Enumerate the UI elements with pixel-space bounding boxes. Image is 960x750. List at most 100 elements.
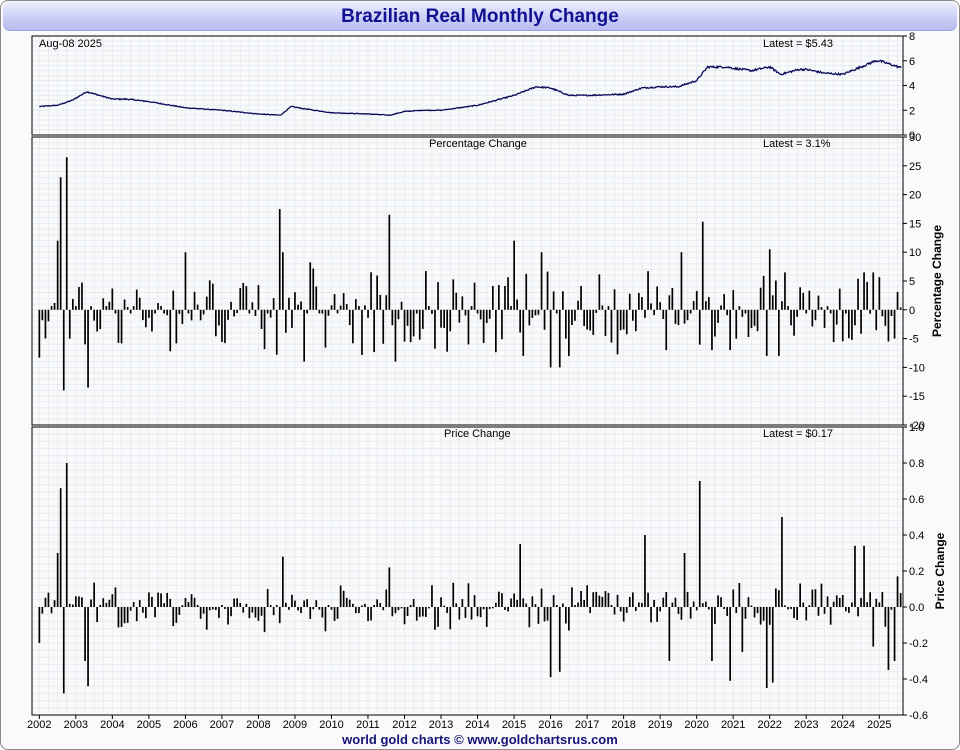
x-tick-label: 2011: [356, 719, 380, 731]
pct-bar: [893, 309, 896, 339]
price-change-bar: [212, 607, 214, 610]
y-tick-label: 5: [909, 276, 915, 288]
price-change-bar: [589, 607, 591, 614]
price-change-bar: [775, 588, 777, 607]
y-tick-label: 25: [909, 161, 921, 173]
price-change-bar: [56, 553, 59, 607]
price-change-bar: [552, 595, 555, 607]
price-change-bar: [123, 607, 126, 624]
pct-bar: [333, 294, 336, 310]
price-change-bar: [531, 596, 534, 607]
pct-bar: [610, 309, 613, 343]
price-change-bar: [872, 607, 875, 647]
price-change-bar: [635, 607, 637, 611]
pct-bar: [872, 272, 875, 310]
pct-bar: [598, 274, 601, 310]
price-change-bar: [610, 605, 613, 607]
price-change-bar: [708, 607, 710, 610]
pct-bar: [370, 272, 372, 310]
pct-bar: [887, 309, 890, 342]
price-change-bar: [114, 587, 117, 607]
pct-bar: [510, 306, 512, 310]
price-change-bar: [875, 598, 878, 607]
date-label: Aug-08 2025: [39, 38, 102, 50]
pct-bar: [126, 307, 129, 310]
pct-bar: [555, 309, 558, 314]
x-tick-label: 2010: [319, 719, 343, 731]
pct-bar: [266, 309, 269, 314]
price-change-bar: [641, 602, 643, 607]
price-change-bar: [571, 587, 573, 607]
price-change-bar: [595, 591, 598, 607]
price-change-bar: [689, 607, 692, 619]
pct-bar: [342, 293, 345, 310]
price-change-bar: [565, 607, 567, 624]
pct-latest-label: Latest = 3.1%: [763, 138, 831, 150]
pct-bar: [790, 309, 792, 326]
price-change-bar: [428, 607, 430, 609]
price-change-bar: [823, 607, 826, 614]
price-change-bar: [205, 607, 208, 630]
price-change-bar: [208, 607, 211, 611]
pct-bar: [665, 309, 668, 351]
y-tick-label: -5: [909, 334, 919, 346]
x-tick-label: 2016: [538, 719, 562, 731]
x-tick-label: 2002: [27, 719, 51, 731]
price-change-bar: [437, 607, 439, 627]
pct-bar: [485, 309, 488, 323]
pct-bar: [400, 301, 403, 310]
pct-bar: [805, 309, 808, 314]
price-change-bar: [342, 590, 345, 607]
price-change-bar: [546, 607, 549, 621]
pct-bar: [193, 291, 196, 310]
pct-bar: [163, 309, 165, 314]
y-tick-label: 0: [909, 130, 915, 142]
pct-bar: [802, 292, 805, 310]
price-change-bar: [266, 589, 269, 607]
footer-credit: world gold charts © www.goldchartsrus.co…: [342, 732, 618, 747]
price-change-bar: [851, 602, 853, 607]
pct-bar: [233, 309, 235, 317]
pct-bar: [105, 306, 108, 310]
pct-bar: [309, 262, 312, 310]
pct-bar: [53, 303, 56, 310]
pct-bar: [750, 309, 753, 329]
pct-bar: [607, 306, 610, 310]
price-change-bar: [275, 605, 278, 607]
price-change-bar: [148, 592, 150, 607]
price-change-bar: [269, 605, 272, 607]
price-change-bar: [756, 607, 759, 614]
price-change-bar: [817, 607, 820, 616]
price-change-bar: [488, 607, 491, 609]
pct-bar: [534, 309, 537, 316]
y-tick-label: 0.0: [909, 602, 924, 614]
price-change-bar: [504, 607, 506, 610]
price-change-bar: [93, 582, 95, 607]
price-change-bar: [84, 607, 86, 661]
pct-bar: [680, 252, 683, 310]
pct-bar: [470, 306, 473, 310]
pct-bar: [711, 309, 713, 351]
pct-bar: [425, 271, 427, 310]
pct-bar: [799, 287, 801, 310]
y-tick-label: -0.6: [909, 710, 928, 722]
price-change-bar: [394, 607, 397, 614]
price-change-bar: [59, 488, 62, 607]
pct-bar: [428, 306, 430, 310]
pct-bar: [650, 303, 652, 310]
price-change-bar: [233, 598, 235, 607]
pct-bar: [172, 290, 175, 310]
price-change-bar: [829, 607, 832, 625]
price-change-bar: [790, 607, 792, 609]
price-change-bar: [364, 603, 366, 607]
price-change-bar: [781, 517, 783, 607]
pct-bar: [205, 296, 208, 310]
pct-bar: [476, 309, 479, 314]
pct-bar: [99, 309, 102, 330]
pct-bar: [397, 309, 400, 320]
x-tick-label: 2018: [611, 719, 635, 731]
pct-bar: [160, 306, 162, 310]
price-change-bar: [586, 585, 588, 607]
price-change-bar: [598, 595, 601, 607]
price-change-bar: [495, 602, 497, 607]
